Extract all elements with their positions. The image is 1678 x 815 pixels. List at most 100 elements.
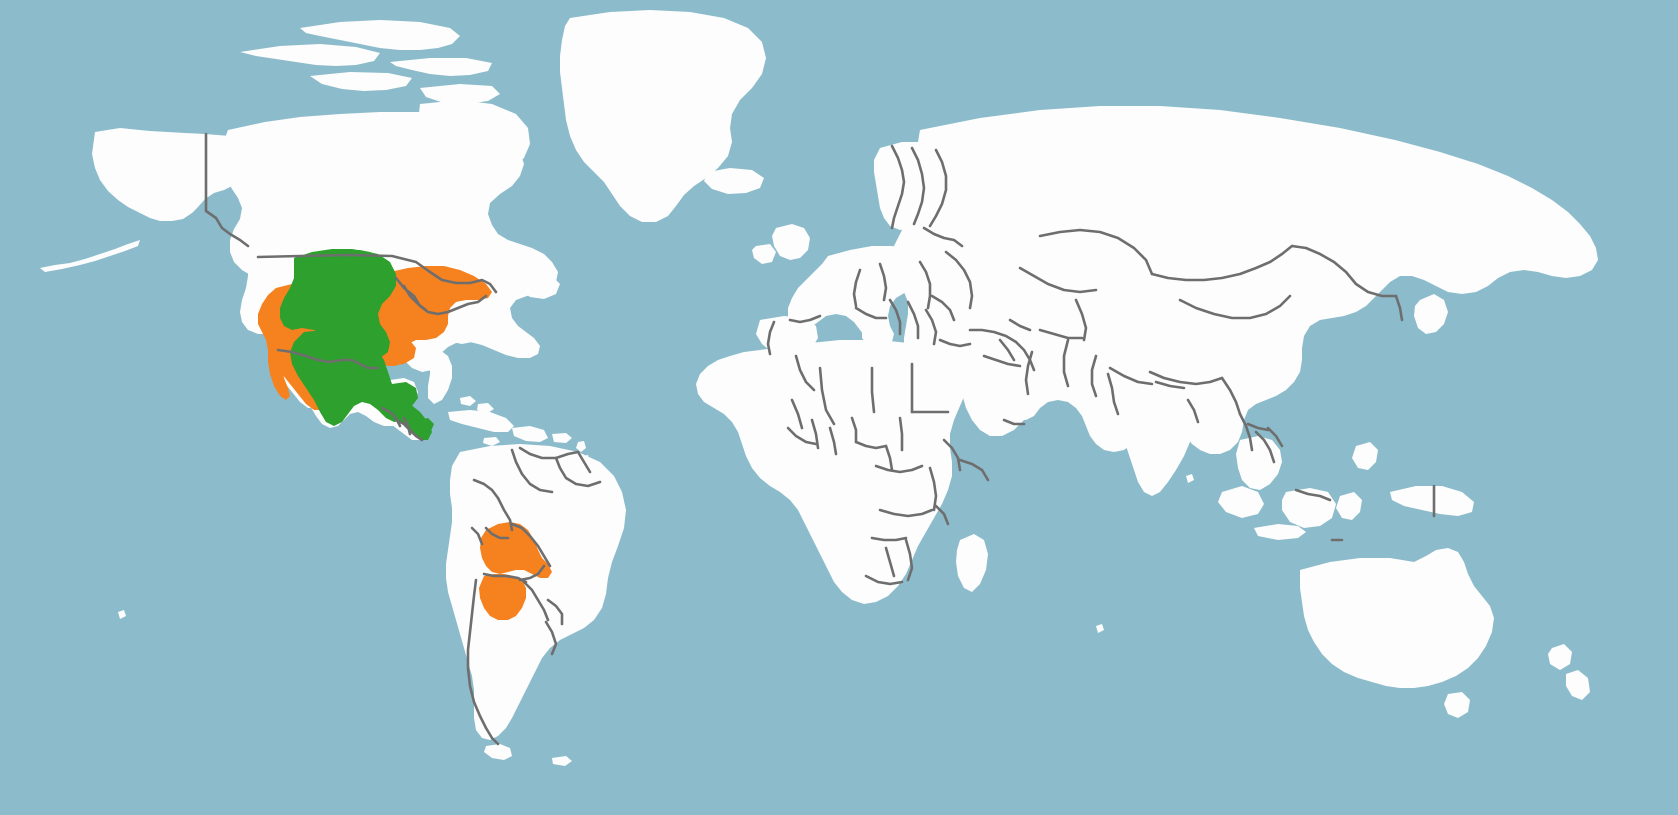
border-colombia-venezuela — [518, 446, 580, 460]
landmass-ireland — [752, 244, 776, 264]
border-chile-bolivia-north — [470, 526, 484, 546]
border-himalaya — [1108, 366, 1154, 386]
border-romania — [930, 294, 956, 322]
landmass-greenland — [560, 10, 766, 222]
border-spain-portugal — [766, 320, 776, 356]
landmass-java — [1254, 524, 1306, 540]
border-borneo-split — [1294, 488, 1332, 502]
species-range-layer — [258, 249, 552, 620]
landmass-tasmania — [1444, 692, 1470, 718]
border-baltic — [922, 226, 964, 248]
landmass-sakhalin — [1430, 246, 1448, 278]
border-china-russia-east — [1290, 244, 1398, 298]
border-west-africa-3 — [828, 426, 838, 456]
border-balkans-2 — [906, 300, 920, 340]
border-bolivia-brazil — [510, 522, 552, 568]
border-caucasus — [1008, 318, 1032, 332]
border-niger-nigeria — [854, 440, 888, 450]
landmass-florida — [428, 350, 452, 404]
border-alaska-canada — [204, 132, 250, 248]
border-mali-niger — [850, 416, 858, 444]
border-myanmar-thailand — [1238, 412, 1254, 452]
border-somalia — [958, 458, 990, 482]
range-mexico — [290, 330, 406, 426]
border-colombia-brazil — [510, 448, 554, 494]
border-scandinavia-2 — [910, 146, 926, 226]
landmass-madagascar — [956, 534, 988, 592]
landmass-south-america — [446, 444, 626, 740]
landmass-jamaica — [483, 437, 500, 446]
border-indochina-2 — [1266, 426, 1284, 448]
border-argentina-paraguay — [522, 580, 550, 622]
border-great-lakes-2 — [402, 284, 428, 312]
border-southern-africa-1 — [884, 546, 896, 578]
border-germany-france — [852, 268, 862, 308]
range-plains-north-lobe — [294, 249, 392, 304]
landmass-arctic-islands-2 — [240, 44, 380, 66]
border-russia-kazakhstan — [1038, 228, 1154, 276]
border-west-africa-1 — [790, 398, 804, 430]
landmass-hispaniola — [512, 426, 548, 442]
border-libya-algeria — [870, 366, 876, 414]
border-congo-north — [874, 464, 924, 474]
border-alps-italy — [854, 306, 888, 320]
landmass-new-zealand — [1548, 644, 1590, 700]
landmass-arctic-islands-4 — [310, 72, 412, 91]
landmass-japan — [1414, 294, 1448, 334]
landmass-new-guinea — [1390, 486, 1474, 516]
border-china-india — [1148, 370, 1224, 386]
border-poland-germany — [878, 262, 888, 302]
landmass-sulawesi — [1336, 492, 1362, 520]
range-northern-argentina — [479, 574, 526, 620]
border-balkans-1 — [888, 298, 902, 336]
border-iran-turkmenistan — [1038, 328, 1084, 340]
border-balkans-3 — [924, 308, 938, 346]
border-turkey-1 — [968, 328, 1018, 344]
border-france-spain — [788, 314, 822, 324]
landmass-alaska — [92, 128, 262, 221]
border-west-africa-2 — [810, 418, 820, 450]
border-brazil-paraguay — [546, 598, 564, 626]
border-morocco-algeria — [794, 354, 816, 392]
border-algeria-mali — [818, 366, 836, 426]
border-turkey-2 — [1014, 340, 1036, 372]
border-korea — [1394, 294, 1404, 322]
landmass-iceland — [704, 168, 764, 194]
landmass-bahamas — [460, 396, 494, 414]
landmass-baffin — [418, 100, 530, 176]
border-guinea-coast — [786, 426, 818, 446]
range-greater-antilles-spot — [416, 418, 434, 431]
border-greece-turkey — [938, 338, 972, 348]
landmass-asia — [890, 106, 1598, 454]
border-syria-iraq — [998, 338, 1016, 362]
border-finland-russia — [928, 148, 948, 228]
landmass-sumatra — [1218, 486, 1264, 518]
landmass-british-isles — [772, 224, 810, 260]
landmass-cuba — [448, 410, 514, 432]
border-us-mexico — [276, 348, 380, 370]
border-bangladesh — [1186, 398, 1200, 424]
border-southern-africa-2 — [904, 538, 914, 582]
border-uzbekistan — [1074, 298, 1088, 342]
border-chad-sudan — [898, 416, 904, 452]
border-china-myanmar — [1220, 376, 1242, 416]
border-argentina-uruguay — [544, 620, 558, 656]
border-india-pakistan — [1106, 372, 1120, 416]
border-venezuela-brazil — [554, 456, 602, 488]
border-drc-south — [878, 508, 934, 518]
landmass-newfoundland — [520, 274, 560, 299]
landmass-arctic-islands-1 — [300, 20, 460, 50]
border-nigeria-cameroon — [884, 444, 894, 472]
border-ukraine-russia — [944, 250, 974, 310]
landmass-aleutians — [40, 240, 140, 272]
border-drc-east — [928, 466, 938, 512]
landmass-puerto-rico — [552, 433, 572, 443]
country-border-layer — [204, 132, 1436, 746]
border-afghanistan-iran — [1062, 338, 1070, 388]
border-us-canada-49th — [256, 253, 498, 294]
border-brazil-guyana — [576, 450, 592, 474]
border-scandinavia-1 — [890, 144, 906, 230]
border-russia-mongolia — [1150, 244, 1294, 282]
border-great-lakes — [394, 276, 488, 316]
